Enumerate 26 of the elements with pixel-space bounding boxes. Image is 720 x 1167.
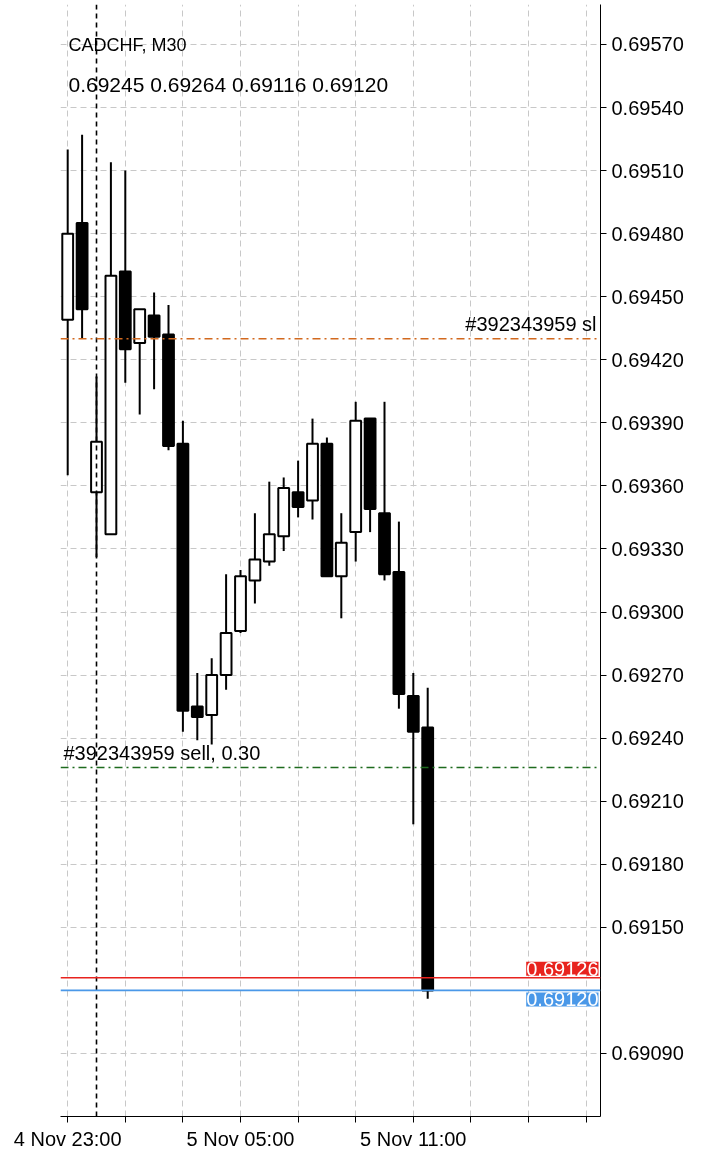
ref-line-label: #392343959 sl (465, 312, 597, 335)
y-tick-label: 0.69570 (611, 33, 684, 56)
x-tick-label: 5 Nov 05:00 (186, 1127, 295, 1150)
y-tick-label: 0.69240 (611, 727, 684, 750)
text: CADCHF, M30 (68, 34, 187, 55)
y-tick-label: 0.69360 (611, 474, 684, 497)
y-tick-label: 0.69390 (611, 411, 684, 434)
y-tick-label: 0.69090 (611, 1042, 684, 1065)
y-tick-label: 0.69270 (611, 664, 684, 687)
x-tick-label: 4 Nov 23:00 (13, 1127, 122, 1150)
y-tick-label: 0.69510 (611, 159, 684, 182)
y-tick-label: 0.69210 (611, 790, 684, 813)
y-tick-label: 0.69420 (611, 348, 684, 371)
y-tick-label: 0.69330 (611, 537, 684, 560)
ref-line-label: 0.69120 (526, 988, 599, 1011)
y-tick-label: 0.69300 (611, 601, 684, 623)
y-tick-label: 0.69180 (611, 853, 684, 876)
y-tick-label: 0.69450 (611, 285, 684, 308)
y-tick-label: 0.69540 (611, 96, 684, 119)
y-tick-label: 0.69150 (611, 916, 684, 939)
ref-line-label: #392343959 sell, 0.30 (63, 741, 261, 764)
y-tick-label: 0.69480 (611, 222, 684, 245)
x-tick-label: 5 Nov 11:00 (360, 1127, 467, 1150)
annotation: 0.69245 0.69264 0.69116 0.69120 (68, 72, 389, 96)
ref-line-label: 0.69126 (526, 957, 599, 980)
candlestick (248, 512, 262, 605)
